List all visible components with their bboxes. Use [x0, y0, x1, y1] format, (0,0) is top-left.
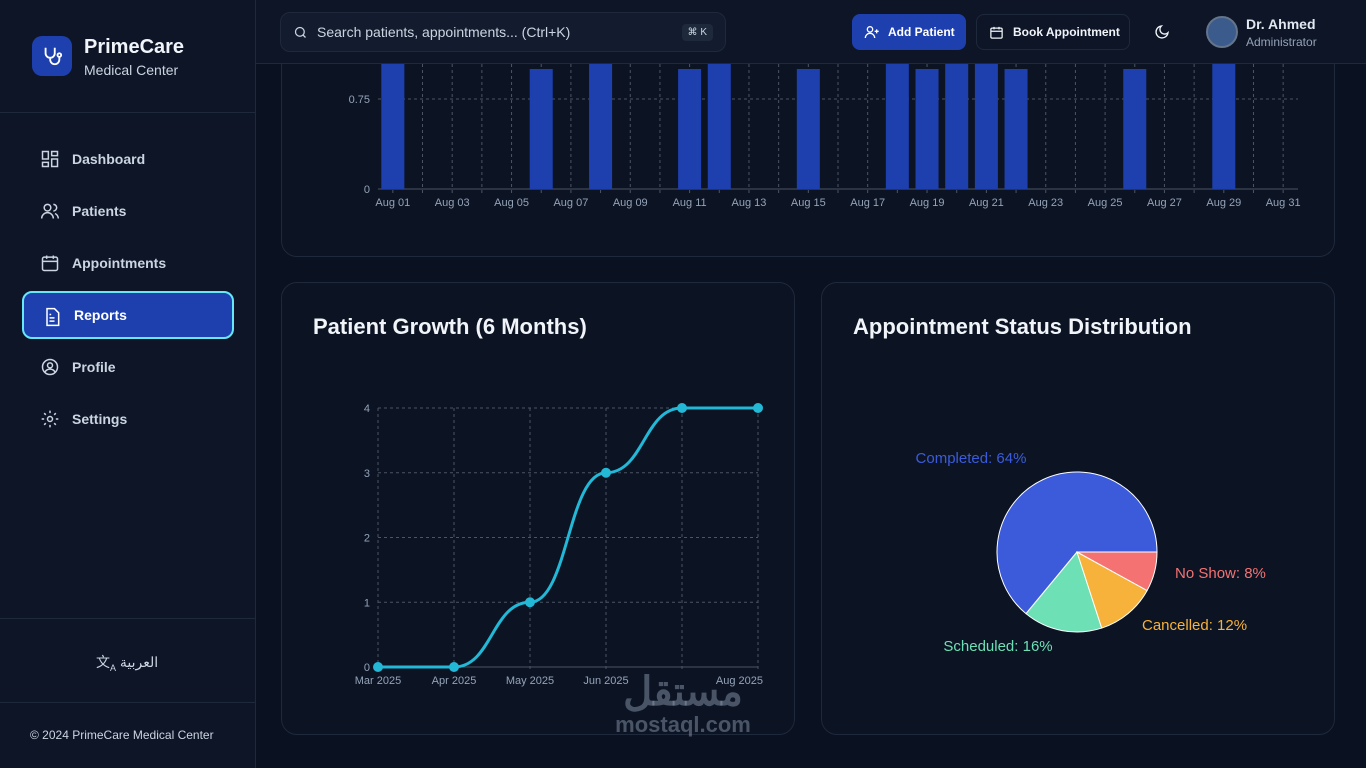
language-toggle[interactable]: 文A العربية	[96, 654, 159, 673]
y-tick-label: 3	[364, 468, 370, 480]
nav-icon	[41, 410, 59, 428]
nav-item[interactable]: Settings	[22, 395, 234, 443]
divider	[0, 112, 256, 113]
pie-slice	[996, 471, 1158, 615]
brand: PrimeCare	[84, 36, 185, 58]
y-tick-label: 0	[364, 184, 370, 196]
x-tick-label: Aug 15	[791, 197, 826, 209]
topbar: Search patients, appointments... (Ctrl+K…	[256, 0, 1366, 64]
add-patient-button[interactable]: Add Patient	[852, 14, 966, 50]
nav-icon	[41, 150, 59, 168]
x-tick-label: Aug 27	[1147, 197, 1182, 209]
nav-item[interactable]: Reports	[22, 291, 234, 339]
point	[373, 662, 383, 672]
nav-item[interactable]: Appointments	[22, 239, 234, 287]
chart-title: Appointment Status Distribution	[853, 314, 1192, 339]
y-tick-label: 1	[364, 597, 370, 609]
avatar[interactable]	[1206, 16, 1238, 48]
pie-label: Scheduled: 16%	[943, 638, 1052, 655]
pie-label: Cancelled: 12%	[1142, 617, 1247, 634]
x-tick-label: Aug 01	[375, 197, 410, 209]
nav-label: Settings	[72, 411, 128, 427]
label: Book Appointment	[1013, 25, 1120, 39]
y-tick-label: 2	[364, 533, 370, 545]
x-tick-label: Jun 2025	[583, 675, 628, 687]
search-placeholder: Search patients, appointments... (Ctrl+K…	[317, 24, 571, 40]
x-tick-label: Aug 03	[435, 197, 470, 209]
chart-title: Patient Growth (6 Months)	[313, 314, 587, 339]
logo	[32, 36, 72, 76]
nav-label: Patients	[72, 203, 127, 219]
copyright: © 2024 PrimeCare Medical Center	[30, 728, 214, 742]
watermark-arabic: مستقل	[623, 670, 743, 714]
x-tick-label: Aug 09	[613, 197, 648, 209]
brand-subtitle: Medical Center	[84, 62, 179, 78]
x-tick-label: Aug 29	[1206, 197, 1241, 209]
x-tick-label: Aug 07	[553, 197, 588, 209]
label: Add Patient	[888, 25, 955, 39]
nav-item[interactable]: Dashboard	[22, 135, 234, 183]
x-tick-label: Aug 05	[494, 197, 529, 209]
x-tick-label: Aug 13	[732, 197, 767, 209]
x-tick-label: Aug 21	[969, 197, 1004, 209]
x-tick-label: May 2025	[506, 675, 554, 687]
card	[281, 282, 795, 735]
pie-label: No Show: 8%	[1175, 565, 1266, 582]
x-tick-label: Aug 19	[910, 197, 945, 209]
pie-label: Completed: 64%	[916, 450, 1027, 467]
nav-label: Dashboard	[72, 151, 146, 167]
nav-item[interactable]: Profile	[22, 343, 234, 391]
point	[601, 467, 611, 478]
shortcut: ⌘ K	[681, 24, 713, 41]
pie-slice	[1076, 551, 1158, 592]
search-box[interactable]: Search patients, appointments... (Ctrl+K…	[280, 12, 726, 52]
y-tick-label: 4	[364, 403, 370, 415]
sidebar: PrimeCare Medical Center Dashboard Patien…	[0, 0, 256, 768]
bar	[1004, 69, 1028, 189]
point	[449, 662, 459, 672]
pie-slice	[1025, 550, 1103, 633]
divider	[0, 702, 256, 703]
nav-label: Profile	[72, 359, 116, 375]
x-tick-label: Aug 2025	[716, 675, 763, 687]
theme-toggle[interactable]	[1154, 24, 1170, 40]
y-tick-label: 0.75	[349, 94, 370, 106]
divider	[0, 618, 256, 619]
pie-slice	[1076, 550, 1148, 629]
nav-icon	[40, 203, 60, 219]
language: العربية	[119, 654, 159, 670]
x-tick-label: Mar 2025	[355, 675, 401, 687]
x-tick-label: Aug 11	[673, 197, 707, 209]
x-tick-label: Aug 23	[1028, 197, 1063, 209]
bar	[915, 69, 939, 189]
nav-item[interactable]: Patients	[22, 187, 234, 235]
nav-icon	[41, 255, 59, 272]
bar	[796, 69, 820, 189]
book-appointment-button[interactable]: Book Appointment	[976, 14, 1130, 50]
watermark: مستقل mostaql.com	[600, 672, 766, 738]
x-tick-label: Aug 31	[1266, 197, 1301, 209]
x-tick-label: Aug 25	[1088, 197, 1123, 209]
x-tick-label: Apr 2025	[432, 675, 477, 687]
user-role: Administrator	[1246, 35, 1317, 49]
bar	[678, 69, 702, 189]
x-tick-label: Aug 17	[850, 197, 885, 209]
nav-icon	[41, 358, 59, 376]
nav-label: Appointments	[72, 255, 167, 271]
user-name: Dr. Ahmed	[1246, 16, 1316, 32]
bar	[1123, 69, 1147, 189]
y-tick-label: 0	[364, 662, 370, 674]
point	[525, 597, 535, 608]
nav-icon	[46, 307, 60, 327]
point	[677, 403, 687, 413]
point	[753, 403, 763, 413]
bar	[529, 69, 553, 189]
nav-label: Reports	[74, 307, 127, 323]
watermark-latin: mostaql.com	[615, 712, 751, 737]
